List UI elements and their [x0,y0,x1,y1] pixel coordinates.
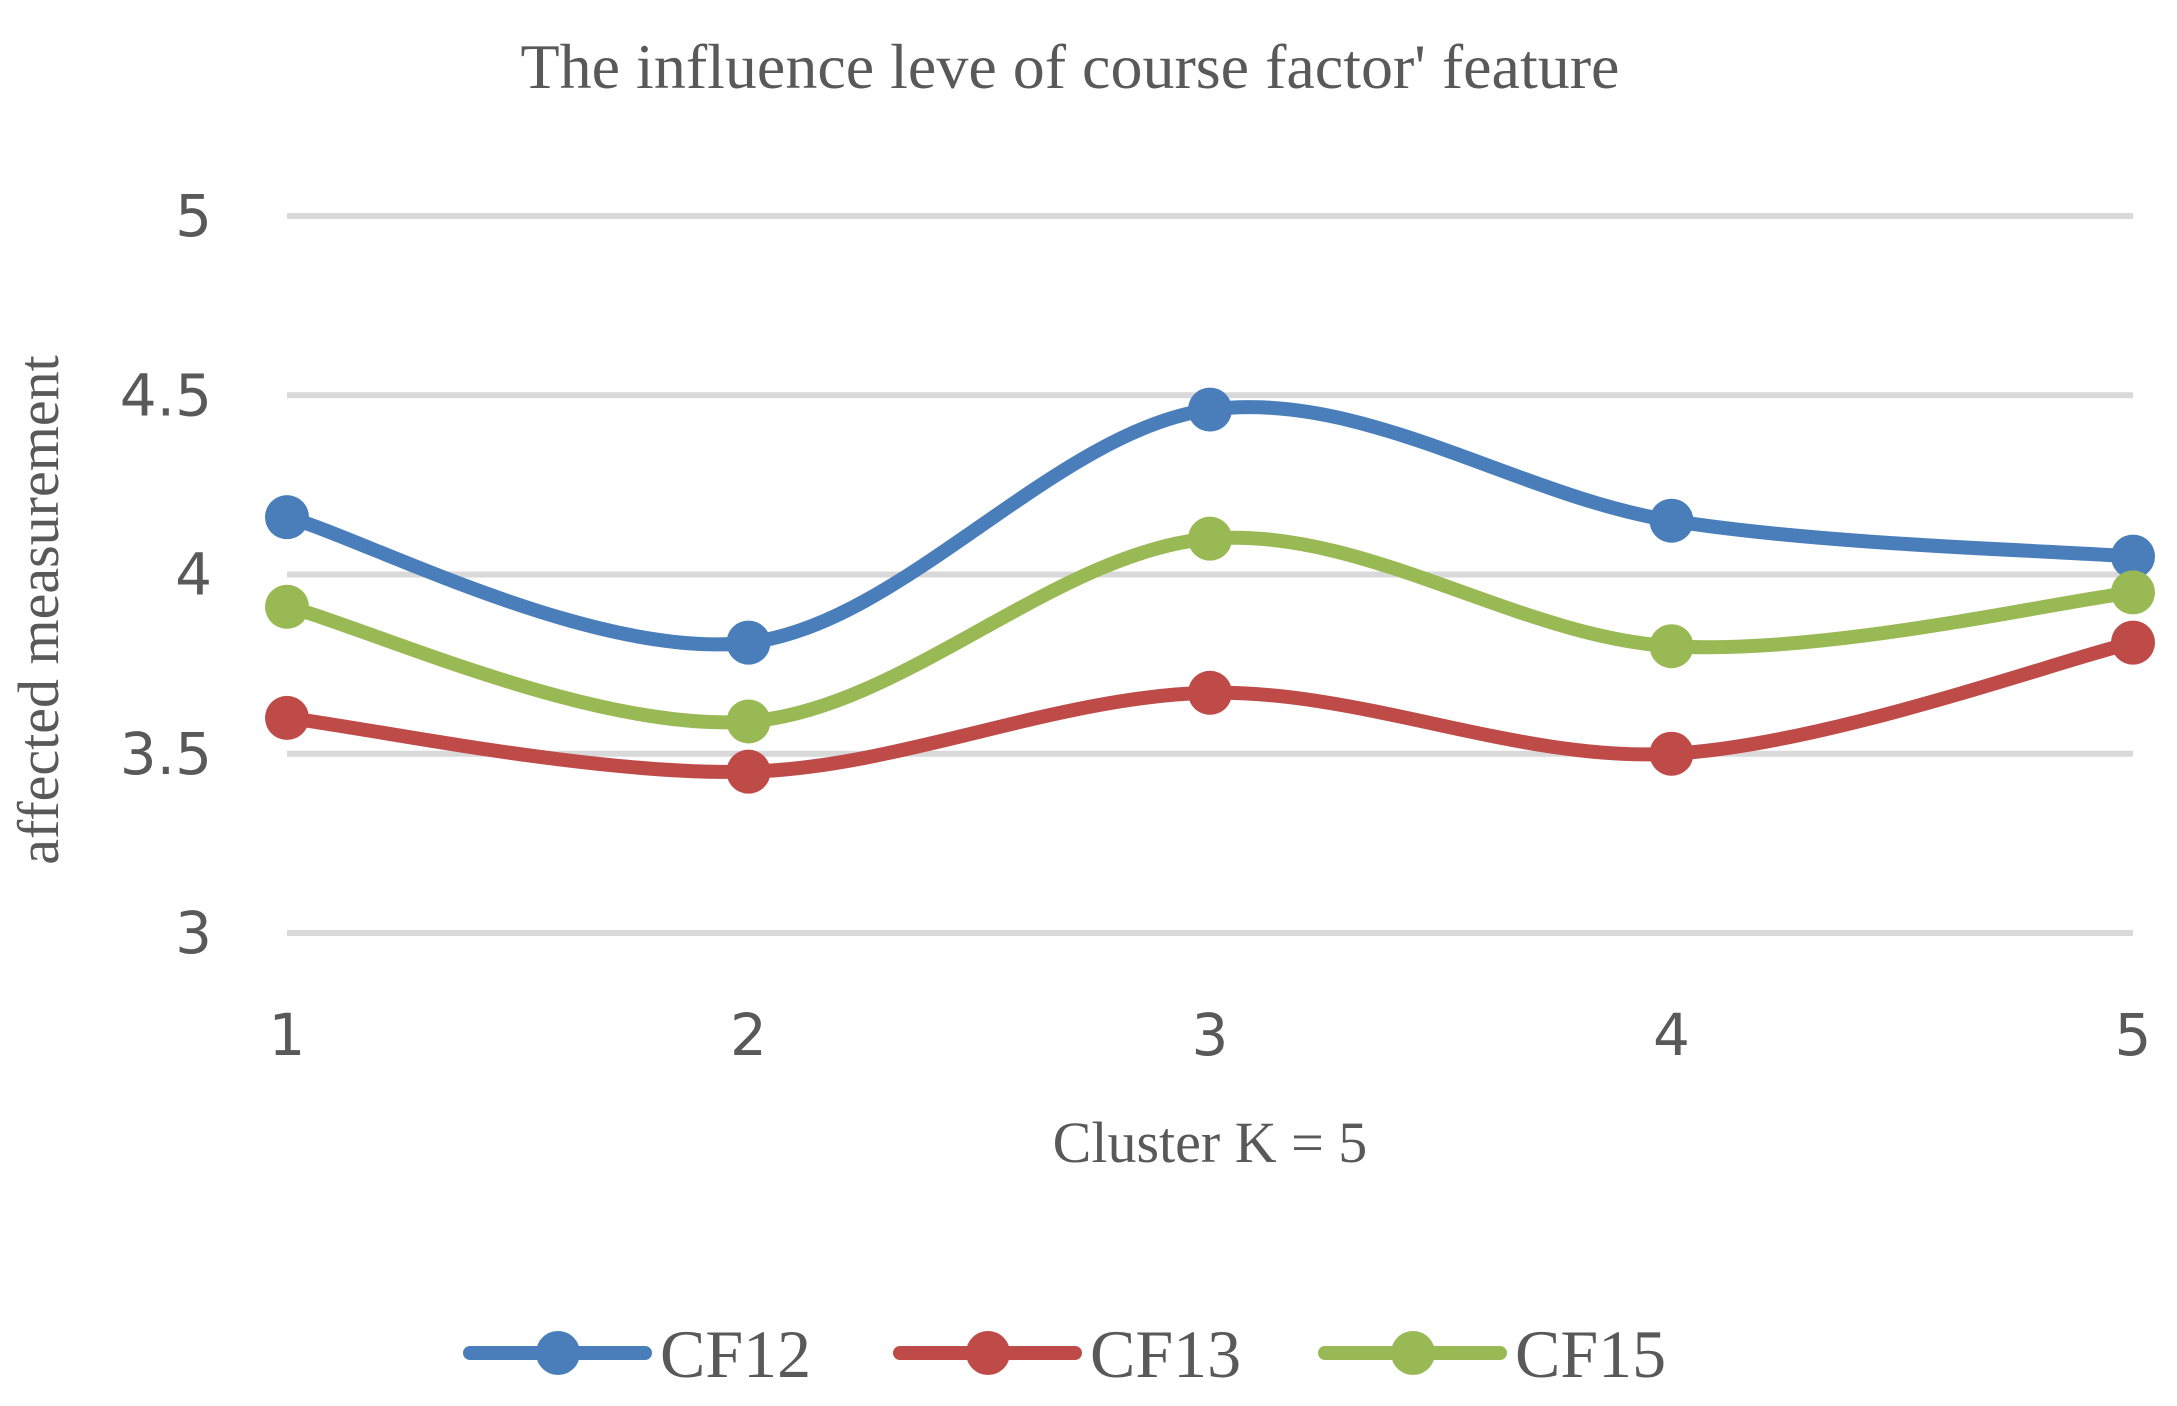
legend-item-cf12: CF12 [463,1316,811,1392]
y-axis-title: affected measurement [6,355,71,864]
data-point-cf15-4 [1649,624,1694,669]
x-tick-label: 4 [1653,1001,1690,1069]
series-lines [265,387,2155,794]
data-point-cf15-5 [2111,570,2155,615]
data-point-cf13-5 [2111,620,2155,665]
legend-swatch-marker [1391,1331,1435,1375]
gridlines [287,213,2133,936]
data-point-cf12-4 [1649,498,1694,543]
x-tick-label: 3 [1192,1001,1229,1069]
series-cf15 [265,516,2155,744]
legend-swatch-marker [966,1331,1010,1375]
x-tick-label: 5 [2115,1001,2152,1069]
x-axis-ticks: 1 2 3 4 5 [269,1001,2152,1069]
data-point-cf12-1 [265,495,309,540]
data-point-cf13-2 [726,749,771,794]
series-cf13 [265,620,2155,794]
y-tick-label: 4.5 [120,361,212,429]
chart-title: The influence leve of course factor' fea… [521,31,1620,102]
x-tick-label: 1 [269,1001,306,1069]
data-point-cf13-4 [1649,731,1694,776]
y-tick-label: 3.5 [120,720,212,788]
legend-item-cf13: CF13 [893,1316,1241,1392]
data-point-cf15-2 [726,699,771,744]
legend-label: CF15 [1515,1316,1666,1392]
x-tick-label: 2 [730,1001,767,1069]
x-axis-title: Cluster K = 5 [1053,1110,1368,1175]
legend-swatch-marker [536,1331,580,1375]
legend-item-cf15: CF15 [1318,1316,1666,1392]
data-point-cf15-3 [1188,516,1232,561]
data-point-cf12-5 [2111,534,2155,579]
data-point-cf13-3 [1188,670,1232,715]
y-tick-label: 3 [175,899,212,967]
data-point-cf15-1 [265,584,309,629]
series-cf12 [265,387,2155,665]
y-axis-ticks: 3 3.5 4 4.5 5 [120,182,212,967]
data-point-cf13-1 [265,695,309,740]
legend-label: CF13 [1090,1316,1241,1392]
y-tick-label: 4 [175,541,212,609]
data-point-cf12-2 [726,620,771,665]
y-tick-label: 5 [175,182,212,250]
data-point-cf12-3 [1188,387,1232,432]
legend-label: CF12 [660,1316,811,1392]
legend: CF12 CF13 CF15 [463,1316,1666,1392]
